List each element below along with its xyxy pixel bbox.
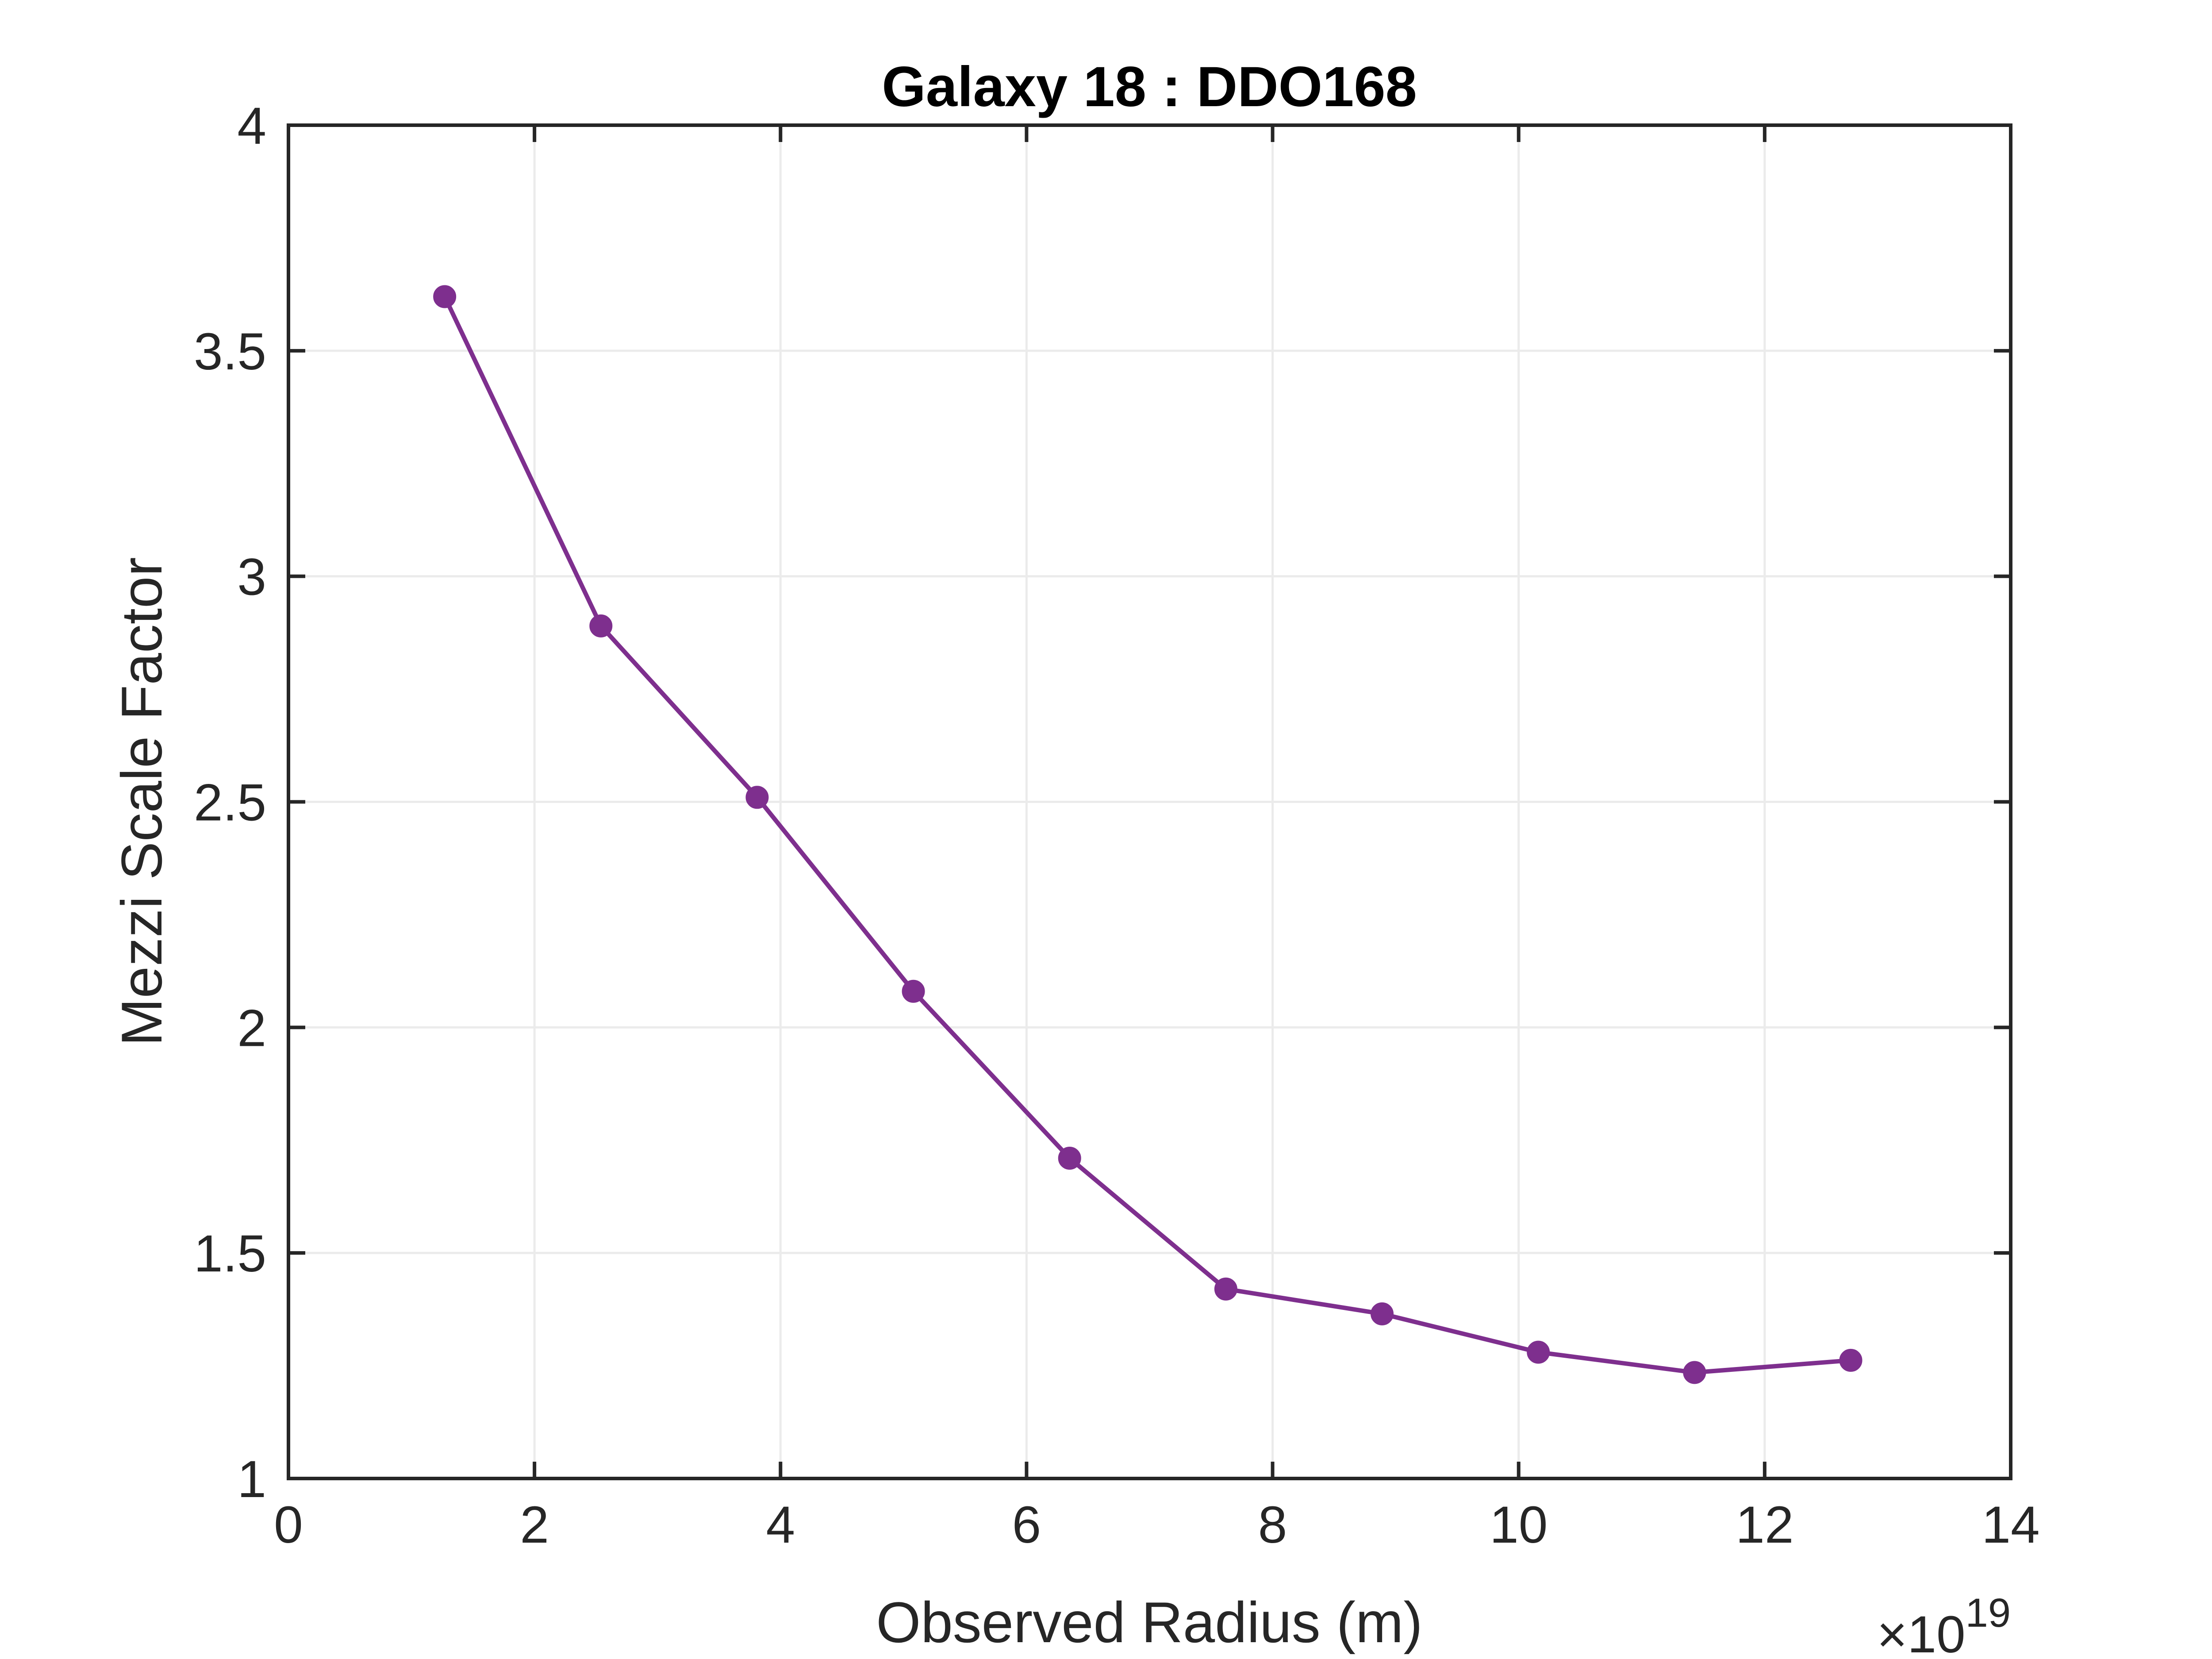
x-tick-label: 14 xyxy=(1982,1496,2039,1554)
data-point xyxy=(1527,1340,1550,1364)
x-axis-label: Observed Radius (m) xyxy=(876,1590,1422,1655)
x-tick-label: 12 xyxy=(1736,1496,1793,1554)
y-tick-labels: 1 1.5 2 2.5 3 3.5 4 xyxy=(194,97,266,1509)
y-axis-label: Mezzi Scale Factor xyxy=(109,557,174,1046)
data-point xyxy=(1371,1302,1394,1325)
chart-title: Galaxy 18 : DDO168 xyxy=(882,55,1417,119)
x-tick-labels: 0 2 4 6 8 10 12 14 xyxy=(274,1496,2039,1554)
axes-frame xyxy=(287,123,2012,1480)
x-axis-exponent-power: 19 xyxy=(1966,1590,2011,1636)
data-point xyxy=(1058,1147,1081,1170)
x-tick-label: 4 xyxy=(766,1496,795,1554)
data-point xyxy=(1839,1348,1863,1372)
x-tick-label: 10 xyxy=(1490,1496,1548,1554)
data-point xyxy=(433,285,457,308)
x-tick-label: 2 xyxy=(520,1496,549,1554)
x-tick-label: 8 xyxy=(1258,1496,1287,1554)
x-tick-label: 6 xyxy=(1012,1496,1041,1554)
y-tick-label: 4 xyxy=(237,97,266,155)
series-layer xyxy=(433,285,1863,1384)
x-axis-exponent: ×1019 xyxy=(1877,1590,2011,1659)
x-axis-exponent-base: ×10 xyxy=(1877,1605,1965,1659)
data-point xyxy=(1214,1277,1237,1301)
y-tick-label: 1.5 xyxy=(194,1225,266,1283)
y-tick-label: 1 xyxy=(237,1450,266,1509)
data-point xyxy=(745,786,769,809)
y-tick-label: 2.5 xyxy=(194,774,266,832)
data-point xyxy=(902,979,925,1003)
y-tick-label: 3 xyxy=(237,548,266,607)
x-tick-label: 0 xyxy=(274,1496,303,1554)
y-tick-label: 2 xyxy=(237,999,266,1057)
y-tick-label: 3.5 xyxy=(194,323,266,381)
series-line xyxy=(442,296,1851,1375)
data-point xyxy=(589,614,613,637)
data-point xyxy=(1683,1361,1706,1384)
